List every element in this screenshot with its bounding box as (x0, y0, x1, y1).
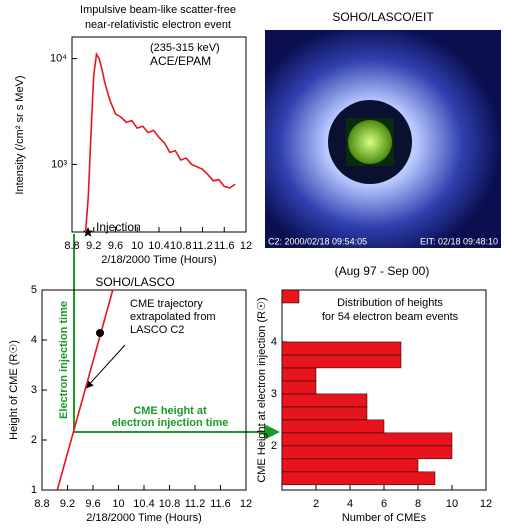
x-tick-label: 9.2 (60, 498, 75, 510)
y-axis-label: CME Height at electron injection (R☉) (256, 297, 268, 482)
x-tick-label: 10 (131, 240, 143, 252)
x-axis-label: 2/18/2000 Time (Hours) (86, 512, 202, 524)
x-tick-label: 9.6 (85, 498, 100, 510)
y-tick-label: 10³ (51, 158, 67, 170)
y-tick-label: 4 (31, 334, 37, 346)
hist-bar (281, 367, 317, 382)
x-tick-label: 9.6 (108, 240, 123, 252)
x-tick-label: 8.8 (34, 498, 49, 510)
x-tick-label: 11.2 (192, 240, 213, 252)
y-axis-label: Height of CME (R☉) (8, 340, 20, 440)
image-title: SOHO/LASCO/EIT (332, 10, 434, 24)
x-tick-label: 9.2 (86, 240, 101, 252)
x-axis-label: Number of CMEs (342, 512, 427, 524)
x-axis-label: 2/18/2000 Time (Hours) (101, 254, 217, 266)
hist-bar (281, 289, 300, 304)
x-tick-label: 12 (240, 498, 252, 510)
hist-bar (281, 354, 402, 369)
annotation: Electron injection time (58, 301, 70, 419)
x-tick-label: 11.6 (214, 240, 235, 252)
chart-title: (Aug 97 - Sep 00) (335, 264, 430, 278)
hist-bar (281, 471, 436, 486)
x-tick-label: 10 (446, 498, 458, 510)
annotation: CME trajectory (130, 298, 203, 310)
x-tick-label: 11.2 (185, 498, 206, 510)
y-tick-label: 4 (271, 336, 277, 348)
hist-bar (281, 393, 368, 408)
annotation: Distribution of heights (337, 297, 443, 309)
hist-bar (281, 406, 368, 421)
hist-bar (281, 458, 419, 473)
x-tick-label: 2 (313, 498, 319, 510)
chart-title: near-relativistic electron event (85, 19, 231, 31)
y-axis-label: Intensity (/cm² sr s MeV) (14, 75, 26, 194)
x-tick-label: 4 (347, 498, 353, 510)
x-tick-label: 10.8 (159, 498, 180, 510)
y-tick-label: 10⁴ (50, 53, 67, 65)
hist-bar (281, 445, 453, 460)
annotation: for 54 electron beam events (322, 311, 459, 323)
y-tick-label: 2 (31, 434, 37, 446)
sun-disk (348, 120, 392, 164)
annotation: electron injection time (112, 417, 229, 429)
x-tick-label: 10.8 (170, 240, 191, 252)
x-tick-label: 10.4 (133, 498, 154, 510)
y-tick-label: 3 (271, 388, 277, 400)
x-tick-label: 12 (480, 498, 492, 510)
chart-title: Impulsive beam-like scatter-free (80, 4, 236, 16)
image-caption: EIT: 02/18 09:48:10 (420, 236, 498, 246)
y-tick-label: 5 (31, 284, 37, 296)
x-tick-label: 11.6 (210, 498, 231, 510)
annotation-arrow (85, 344, 126, 389)
annotation: CME height at (133, 405, 207, 417)
chart-title: SOHO/LASCO (95, 275, 174, 289)
hist-bar (281, 341, 402, 356)
image-caption: C2: 2000/02/18 09:54:05 (268, 236, 367, 246)
x-tick-label: 10.4 (148, 240, 169, 252)
data-line (56, 289, 114, 491)
hist-bar (281, 380, 317, 395)
annotation: ACE/EPAM (150, 54, 211, 68)
annotation: LASCO C2 (130, 324, 184, 336)
x-tick-label: 10 (112, 498, 124, 510)
annotation: Injection (96, 220, 141, 234)
data-line (84, 51, 236, 233)
x-tick-label: 8 (415, 498, 421, 510)
x-tick-label: 6 (381, 498, 387, 510)
hist-bar (281, 419, 385, 434)
annotation: (235-315 keV) (150, 42, 220, 54)
data-point (96, 329, 105, 337)
y-tick-label: 3 (31, 384, 37, 396)
x-tick-label: 12 (240, 240, 252, 252)
x-tick-label: 8.8 (64, 240, 79, 252)
y-tick-label: 2 (271, 440, 277, 452)
y-tick-label: 1 (31, 484, 37, 496)
annotation: extrapolated from (130, 311, 216, 323)
hist-bar (281, 432, 453, 447)
